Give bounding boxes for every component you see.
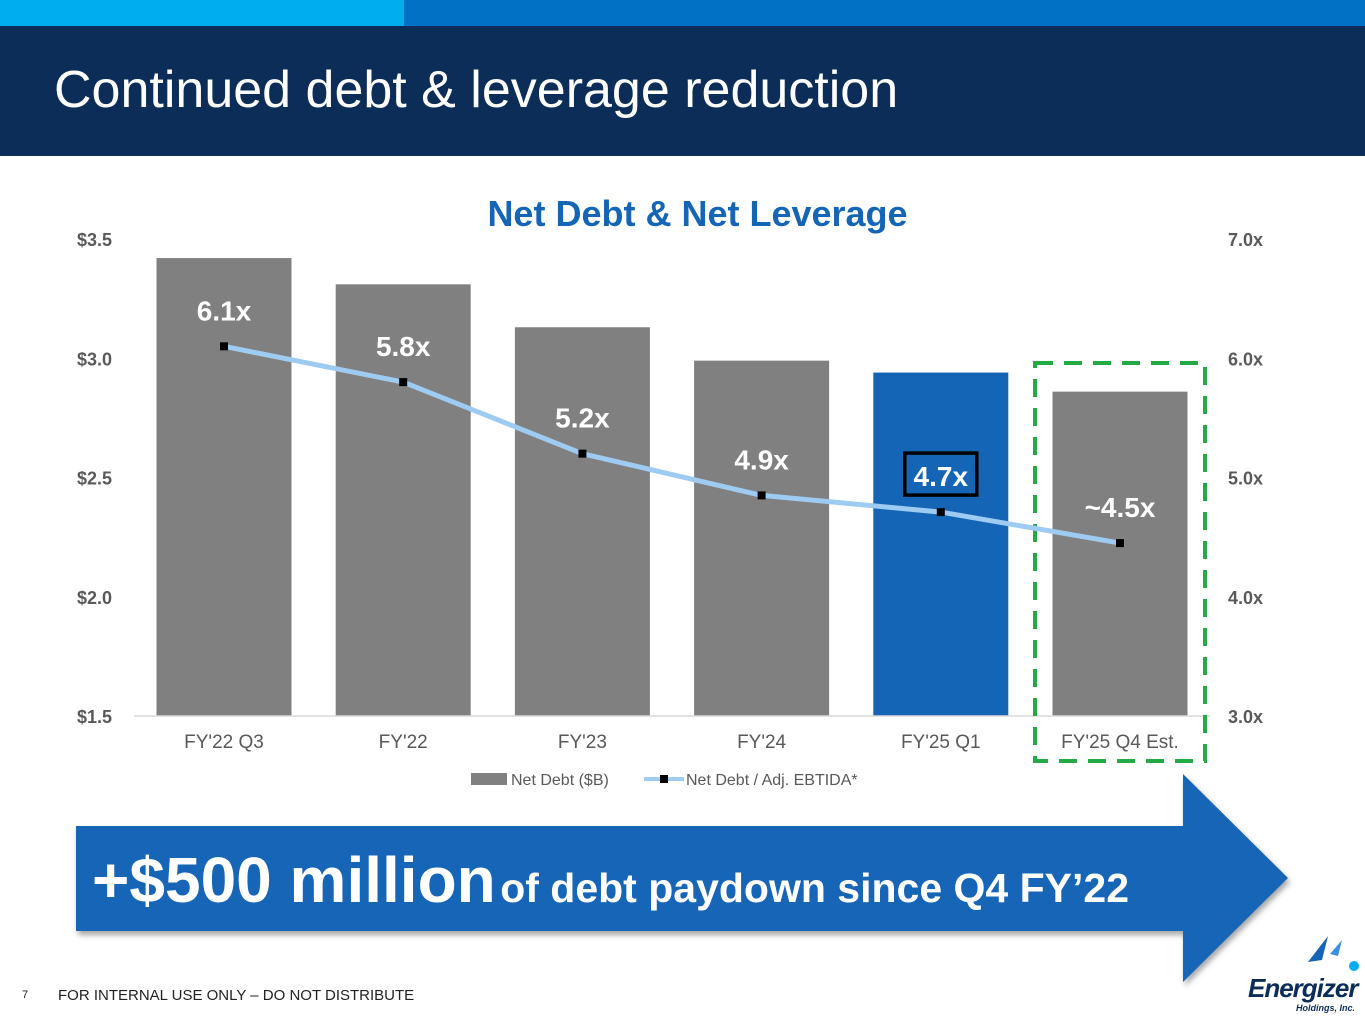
footer-disclaimer: FOR INTERNAL USE ONLY – DO NOT DISTRIBUT… [58, 987, 415, 1004]
y-left-tick-label: $1.5 [77, 707, 112, 727]
data-label-leverage: 4.9x [734, 444, 789, 475]
x-tick-label: FY'23 [558, 732, 607, 753]
estimate-highlight-box [1033, 361, 1207, 763]
data-label-leverage: 5.2x [555, 403, 610, 434]
data-label-leverage: ~4.5x [1085, 492, 1156, 523]
line-point [399, 378, 408, 387]
y-right-tick-label: 7.0x [1228, 230, 1263, 250]
x-tick-label: FY'25 Q1 [901, 732, 981, 753]
bar-net-debt [335, 284, 471, 716]
logo-wordmark: Energizer [1248, 973, 1358, 1003]
page-title: Continued debt & leverage reduction [54, 61, 899, 119]
data-label-leverage: 4.7x [914, 461, 969, 492]
logo-subtitle: Holdings, Inc. [1296, 1003, 1356, 1013]
y-left-tick-label: $3.5 [77, 230, 112, 250]
page-number: 7 [22, 989, 29, 1001]
callout-text: +$500 million of debt paydown since Q4 F… [92, 843, 1129, 917]
x-tick-label: FY'22 [379, 732, 428, 753]
legend-swatch-leverage-marker [660, 775, 668, 783]
bar-net-debt [873, 372, 1009, 716]
line-point [220, 342, 228, 351]
callout-amount: +$500 million [92, 844, 496, 916]
callout-description: of debt paydown since Q4 FY’22 [500, 865, 1129, 911]
line-point [757, 491, 766, 500]
bar-net-debt [156, 258, 292, 716]
debt-paydown-arrow [70, 770, 1300, 990]
y-left-tick-label: $2.0 [77, 588, 112, 608]
arrow-shape [76, 774, 1288, 982]
chart-title: Net Debt & Net Leverage [487, 193, 908, 234]
y-right-tick-label: 6.0x [1228, 349, 1263, 369]
top-accent-bar-light [0, 0, 404, 26]
y-right-tick-label: 4.0x [1228, 588, 1263, 608]
top-accent-bar [404, 0, 1365, 26]
legend-swatch-net-debt [471, 773, 507, 785]
net-debt-leverage-chart: $3.5 $3.0 $2.5 $2.0 $1.5 7.0x 6.0x 5.0x 4.0x 3.0x… [77, 230, 1263, 789]
legend-label-leverage: Net Debt / Adj. EBTIDA* [686, 772, 858, 789]
data-label-leverage: 5.8x [376, 331, 431, 362]
x-tick-label: FY'22 Q3 [184, 732, 264, 753]
bar-net-debt [514, 327, 650, 716]
line-point [1116, 539, 1124, 548]
line-net-leverage [223, 343, 1121, 546]
x-tick-label: FY'24 [737, 732, 786, 753]
y-left-tick-label: $2.5 [77, 469, 112, 489]
line-point [936, 508, 945, 517]
bar-net-debt [1052, 391, 1188, 716]
line-point [578, 449, 587, 458]
x-tick-label: FY'25 Q4 Est. [1061, 732, 1179, 753]
energizer-logo-icon [1308, 936, 1359, 971]
y-right-tick-label: 5.0x [1228, 469, 1263, 489]
y-right-tick-label: 3.0x [1228, 707, 1263, 727]
bar-net-debt [694, 360, 830, 716]
data-label-leverage: 6.1x [197, 295, 252, 326]
legend-label-net-debt: Net Debt ($B) [511, 772, 609, 789]
y-left-tick-label: $3.0 [77, 349, 112, 369]
boxed-label-frame [903, 451, 979, 497]
title-banner: Continued debt & leverage reduction [0, 26, 1365, 156]
